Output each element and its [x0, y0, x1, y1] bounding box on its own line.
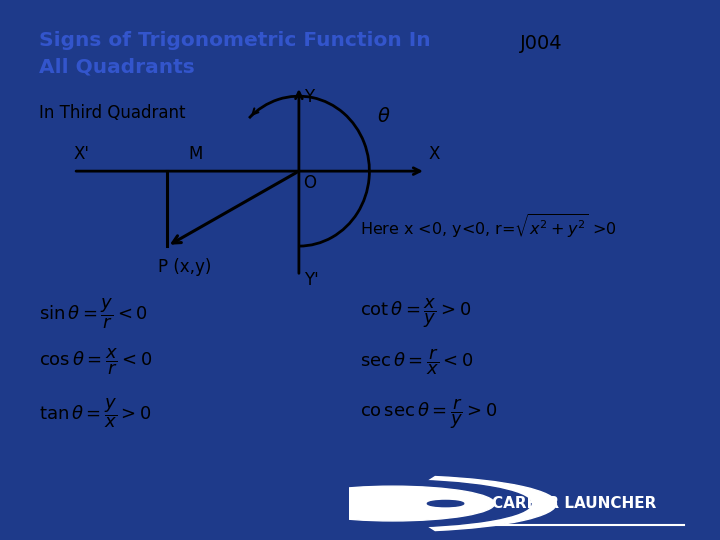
Text: X: X: [428, 145, 440, 163]
Text: $\sin\theta = \dfrac{y}{r} < 0$: $\sin\theta = \dfrac{y}{r} < 0$: [39, 296, 148, 330]
Circle shape: [291, 486, 495, 521]
Text: Y': Y': [304, 271, 318, 289]
Text: $\cot\theta = \dfrac{x}{y} > 0$: $\cot\theta = \dfrac{x}{y} > 0$: [360, 296, 471, 330]
Text: O: O: [304, 174, 317, 192]
Text: X': X': [73, 145, 89, 163]
Text: P (x,y): P (x,y): [158, 258, 211, 276]
Text: $\cos\theta = \dfrac{x}{r} < 0$: $\cos\theta = \dfrac{x}{r} < 0$: [39, 346, 152, 377]
Text: $\tan\theta = \dfrac{y}{x} > 0$: $\tan\theta = \dfrac{y}{x} > 0$: [39, 396, 151, 430]
Circle shape: [428, 501, 464, 507]
Text: $\theta$: $\theta$: [377, 107, 390, 126]
Text: CAREER LAUNCHER: CAREER LAUNCHER: [492, 496, 657, 511]
Wedge shape: [393, 477, 557, 530]
Text: $\sec\theta = \dfrac{r}{x} < 0$: $\sec\theta = \dfrac{r}{x} < 0$: [360, 346, 474, 377]
Text: M: M: [189, 145, 203, 163]
Circle shape: [255, 480, 531, 527]
Text: Here x <0, y<0, r=$\sqrt{x^2+y^2}$ >0: Here x <0, y<0, r=$\sqrt{x^2+y^2}$ >0: [360, 212, 616, 240]
Text: Signs of Trigonometric Function In
All Quadrants: Signs of Trigonometric Function In All Q…: [39, 31, 430, 77]
Text: Y: Y: [304, 88, 314, 106]
Text: In Third Quadrant: In Third Quadrant: [39, 104, 185, 122]
Text: $\mathrm{co\,sec}\,\theta = \dfrac{r}{y} > 0$: $\mathrm{co\,sec}\,\theta = \dfrac{r}{y}…: [360, 396, 498, 431]
Text: J004: J004: [520, 34, 562, 53]
